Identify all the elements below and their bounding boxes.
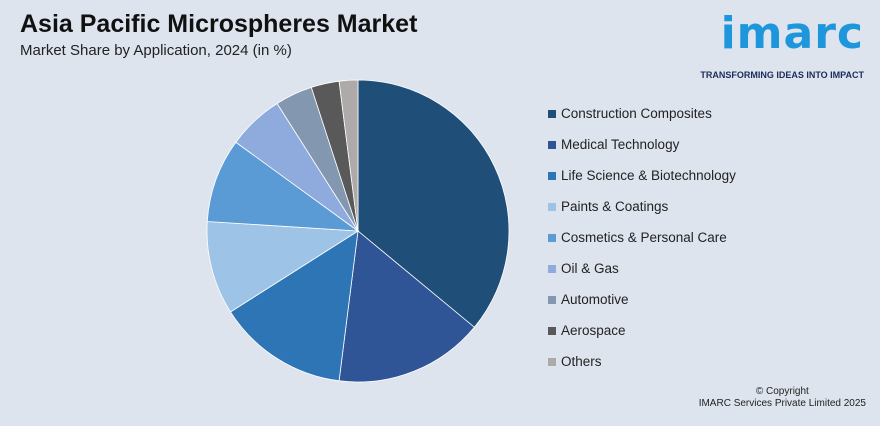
legend-swatch: [548, 264, 556, 273]
pie-slice-life-science-biotechnology: [229, 230, 359, 382]
legend-label: Automotive: [561, 292, 629, 307]
legend-swatch: [548, 140, 556, 149]
legend-label: Aerospace: [561, 323, 626, 338]
legend-swatch: [548, 171, 556, 180]
legend-item: Life Science & Biotechnology: [548, 160, 736, 191]
pie-slice-paints-coatings: [206, 221, 360, 313]
legend-label: Life Science & Biotechnology: [561, 168, 736, 183]
legend-label: Construction Composites: [561, 106, 712, 121]
legend-item: Aerospace: [548, 315, 736, 346]
legend-swatch: [548, 109, 556, 118]
legend-item: Automotive: [548, 284, 736, 315]
imarc-logo: imarc TRANSFORMING IDEAS INTO IMPACT: [695, 4, 870, 84]
pie-slice-others: [338, 79, 359, 232]
legend-item: Cosmetics & Personal Care: [548, 222, 736, 253]
legend-swatch: [548, 202, 556, 211]
chart-legend: Construction Composites Medical Technolog…: [548, 98, 736, 377]
logo-wordmark: imarc: [720, 8, 864, 59]
copyright-line-1: © Copyright: [755, 386, 809, 397]
legend-label: Cosmetics & Personal Care: [561, 230, 727, 245]
pie-slice-cosmetics-personal-care: [206, 141, 360, 232]
chart-title: Asia Pacific Microspheres Market: [20, 10, 418, 38]
legend-label: Others: [561, 354, 602, 369]
pie-slice-medical-technology: [338, 230, 475, 383]
legend-item: Construction Composites: [548, 98, 736, 129]
legend-label: Medical Technology: [561, 137, 680, 152]
legend-swatch: [548, 326, 556, 335]
chart-subtitle: Market Share by Application, 2024 (in %): [20, 42, 292, 59]
legend-swatch: [548, 357, 556, 366]
logo-tagline: TRANSFORMING IDEAS INTO IMPACT: [700, 70, 864, 80]
legend-swatch: [548, 295, 556, 304]
copyright-line-2: IMARC Services Private Limited 2025: [698, 398, 866, 409]
legend-swatch: [548, 233, 556, 242]
legend-item: Others: [548, 346, 736, 377]
copyright-notice: © Copyright IMARC Services Private Limit…: [699, 386, 866, 410]
legend-label: Paints & Coatings: [561, 199, 669, 214]
legend-item: Oil & Gas: [548, 253, 736, 284]
pie-slice-construction-composites: [357, 79, 510, 328]
legend-item: Paints & Coatings: [548, 191, 736, 222]
legend-item: Medical Technology: [548, 129, 736, 160]
legend-label: Oil & Gas: [561, 261, 619, 276]
